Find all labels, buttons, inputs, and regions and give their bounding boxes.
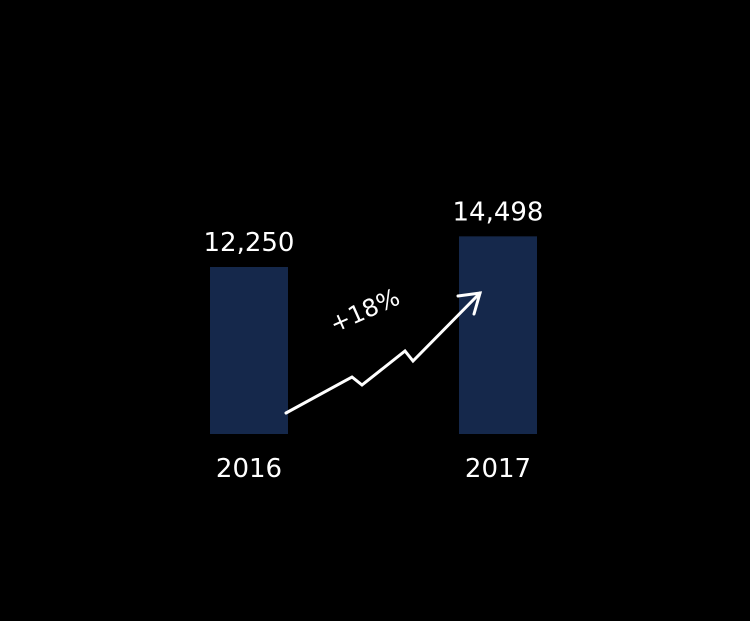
trend-arrow-head-icon	[456, 291, 483, 316]
trend-arrow-group	[284, 291, 483, 415]
bar-2017	[459, 236, 537, 434]
x-tick-label-2016: 2016	[216, 454, 282, 484]
growth-annotation: +18%	[326, 283, 404, 338]
bar-2016	[210, 267, 288, 434]
value-labels-group: 12,250 14,498	[204, 197, 544, 258]
value-label-2017: 14,498	[453, 197, 544, 227]
x-tick-label-2017: 2017	[465, 454, 531, 484]
x-tick-labels-group: 2016 2017	[216, 454, 531, 484]
bars-group	[210, 236, 537, 434]
trend-up-arrow-icon	[284, 291, 482, 415]
value-label-2016: 12,250	[204, 228, 295, 258]
